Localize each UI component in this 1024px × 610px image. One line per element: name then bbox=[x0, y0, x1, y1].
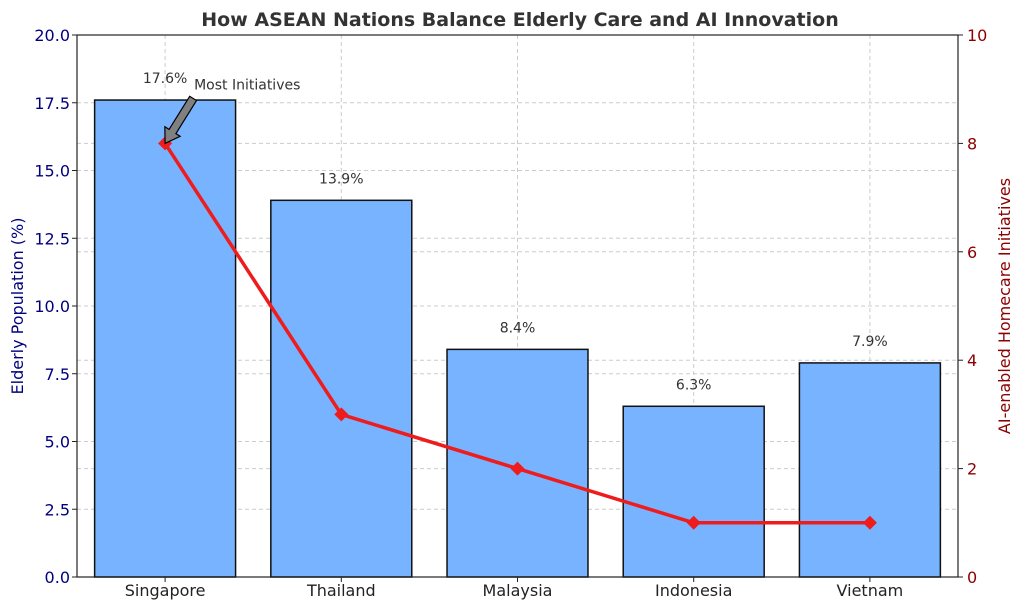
y-right-tick-label: 2 bbox=[967, 460, 977, 479]
y-left-tick-label: 0.0 bbox=[45, 568, 70, 587]
bar-series bbox=[93, 99, 942, 578]
bar-singapore bbox=[93, 99, 237, 578]
y-left-tick-label: 17.5 bbox=[34, 94, 70, 113]
axes: 0.0 2.5 5.0 7.5 10.0 12.5 15.0 17.5 20.0 0 2 4 6 8 10 S… bbox=[34, 26, 987, 600]
y-left-tick-label: 7.5 bbox=[45, 365, 70, 384]
bar-indonesia bbox=[622, 405, 765, 578]
line-point-vietnam bbox=[862, 515, 877, 530]
bar-thailand bbox=[270, 199, 413, 578]
bar-value-label: 17.6% bbox=[143, 71, 187, 87]
y-left-tick-label: 10.0 bbox=[34, 297, 70, 316]
bar-value-label: 7.9% bbox=[852, 334, 888, 350]
line-point-thailand bbox=[334, 407, 349, 422]
y-left-tick-label: 20.0 bbox=[34, 26, 70, 45]
x-tick-label: Indonesia bbox=[655, 581, 732, 600]
x-tick-label: Vietnam bbox=[837, 581, 904, 600]
y-axis-left-label: Elderly Population (%) bbox=[8, 218, 27, 395]
x-tick-label: Singapore bbox=[125, 581, 206, 600]
y-right-tick-label: 8 bbox=[967, 134, 977, 153]
x-tick-label: Malaysia bbox=[483, 581, 553, 600]
line-point-indonesia bbox=[686, 515, 701, 530]
y-axis-right-label: AI-enabled Homecare Initiatives bbox=[995, 178, 1014, 434]
y-left-tick-label: 2.5 bbox=[45, 500, 70, 519]
y-right-tick-label: 10 bbox=[967, 26, 987, 45]
bar-value-label: 6.3% bbox=[676, 377, 712, 393]
y-right-tick-label: 0 bbox=[967, 568, 977, 587]
bar-value-label: 13.9% bbox=[319, 171, 363, 187]
line-point-malaysia bbox=[510, 461, 525, 476]
annotation-text: Most Initiatives bbox=[194, 77, 300, 93]
annotation-arrow-shape bbox=[164, 95, 198, 145]
y-left-tick-label: 5.0 bbox=[45, 433, 70, 452]
y-right-tick-label: 6 bbox=[967, 243, 977, 262]
annotation: Most Initiatives bbox=[164, 77, 300, 145]
bar-value-label: 8.4% bbox=[500, 320, 536, 336]
x-tick-label: Thailand bbox=[306, 581, 376, 600]
y-right-tick-label: 4 bbox=[967, 351, 977, 370]
y-left-tick-label: 15.0 bbox=[34, 162, 70, 181]
data-labels: 17.6% 13.9% 8.4% 6.3% 7.9% bbox=[143, 71, 888, 393]
y-left-tick-label: 12.5 bbox=[34, 229, 70, 248]
chart-title: How ASEAN Nations Balance Elderly Care a… bbox=[201, 9, 838, 31]
annotation-arrow bbox=[164, 95, 198, 145]
bar-vietnam bbox=[798, 362, 942, 578]
